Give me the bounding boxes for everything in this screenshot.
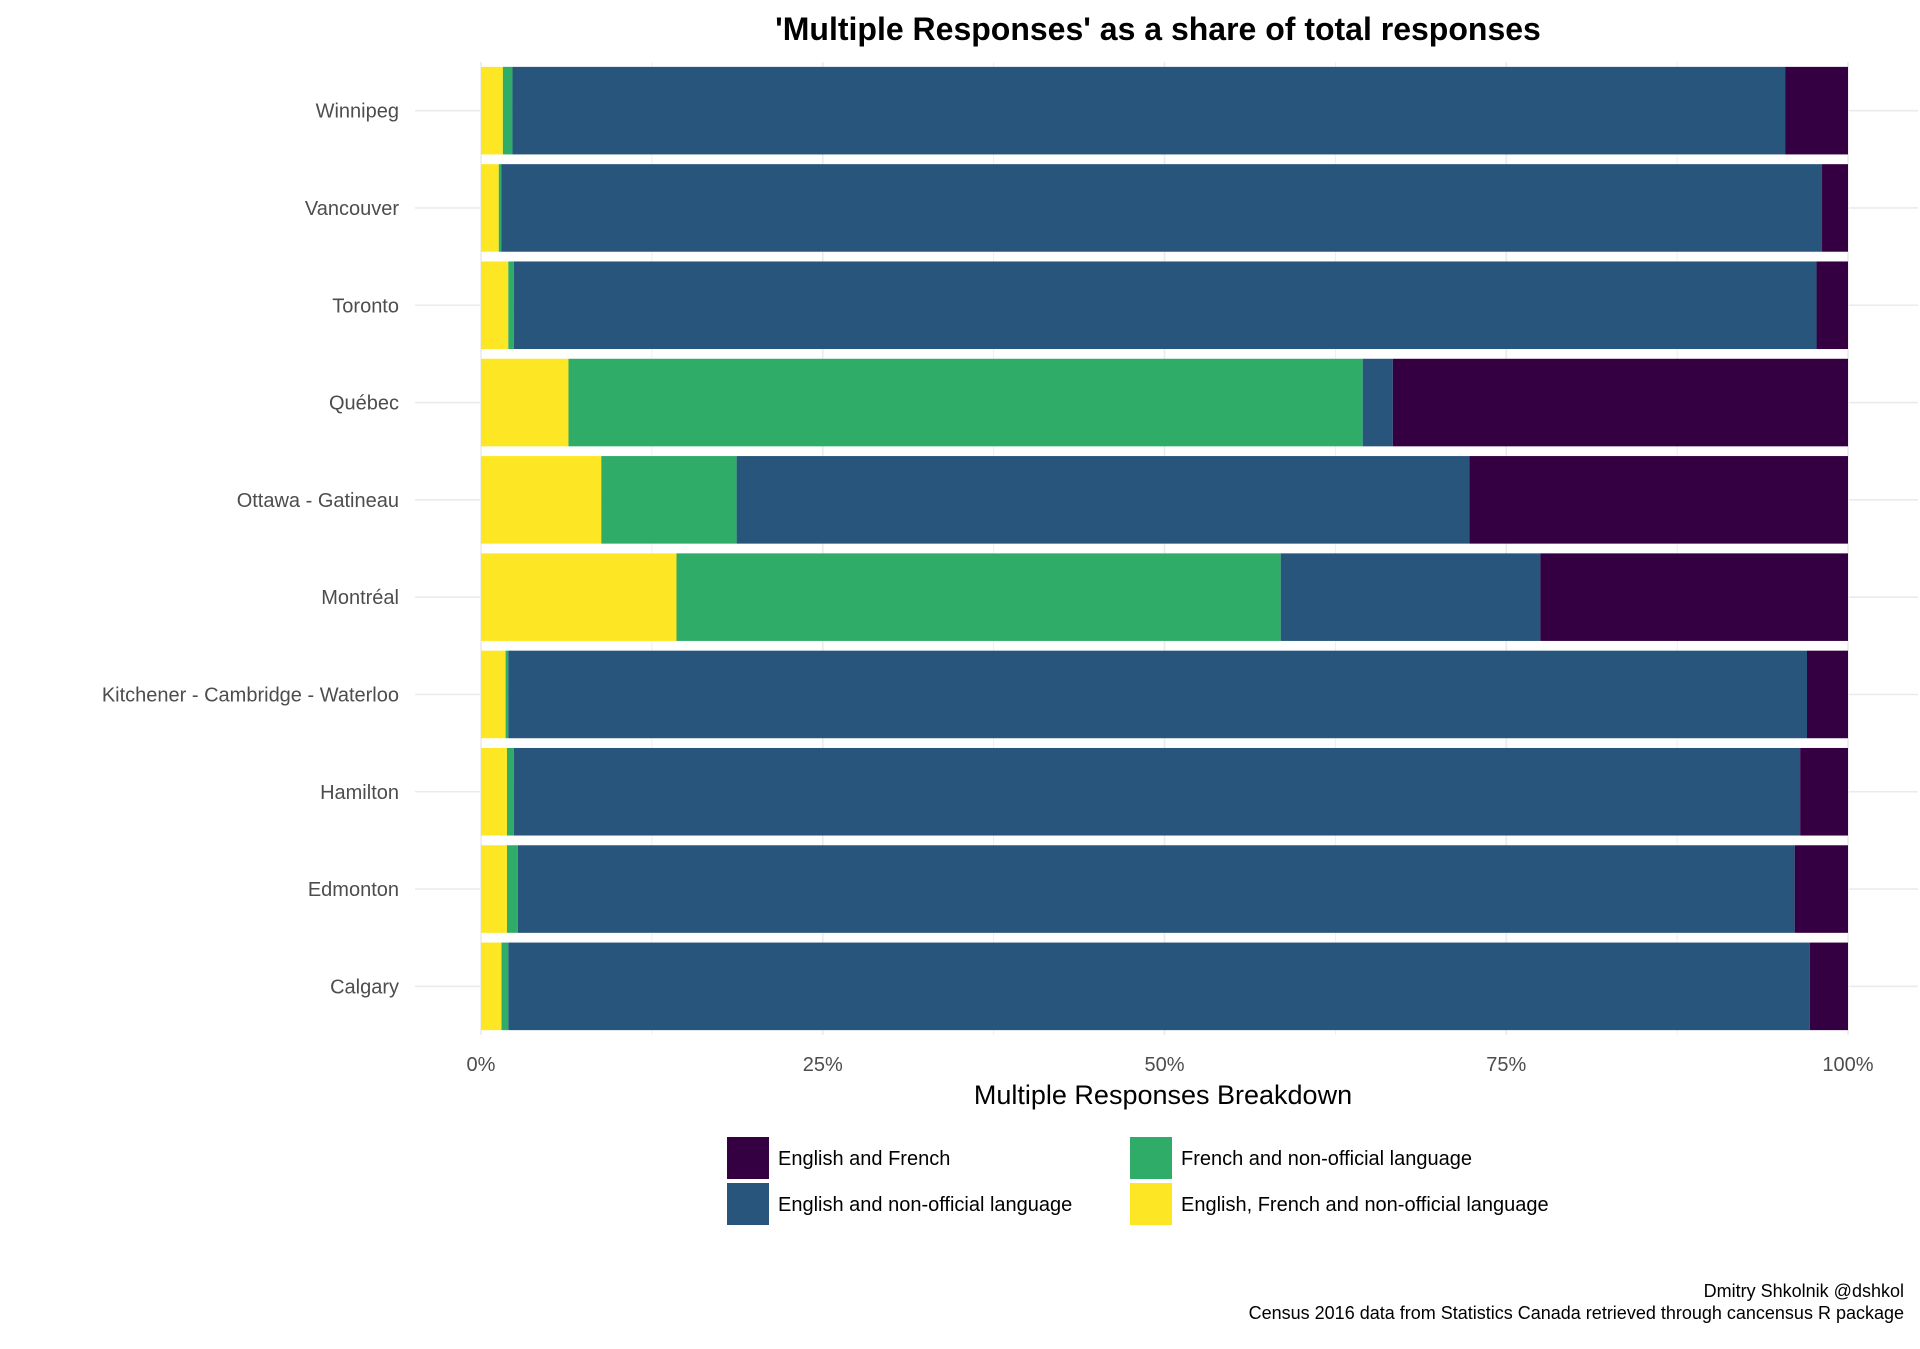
x-tick-label: 100%: [1822, 1054, 1873, 1076]
bar-qu-bec-english-and-french: [1392, 358, 1848, 447]
bars-layer: [481, 66, 1848, 1031]
bar-winnipeg-english-and-french: [1785, 66, 1848, 155]
bar-winnipeg-french-and-non-official-language: [502, 66, 513, 155]
y-tick-label-ottawa-gatineau: Ottawa - Gatineau: [237, 490, 399, 512]
bar-toronto-french-and-non-official-language: [508, 261, 514, 350]
bar-ottawa-gatineau-english-and-french: [1469, 456, 1848, 544]
y-tick-label-winnipeg: Winnipeg: [316, 101, 399, 123]
legend-swatch: [1130, 1183, 1172, 1225]
bar-ottawa-gatineau-english-and-non-official-language: [736, 456, 1470, 544]
bar-calgary-english-and-french: [1809, 942, 1848, 1031]
bar-vancouver-english-french-and-non-official-language: [481, 164, 499, 252]
caption-source: Census 2016 data from Statistics Canada …: [1248, 1303, 1904, 1323]
bar-kitchener-cambridge-waterloo-french-and-non-official-language: [505, 650, 509, 739]
x-tick-label: 25%: [803, 1054, 843, 1076]
bar-vancouver-french-and-non-official-language: [498, 164, 502, 252]
bar-montr-al-english-and-non-official-language: [1280, 553, 1541, 641]
y-tick-label-calgary: Calgary: [330, 976, 399, 998]
x-axis-tick-labels: 0% 25% 50% 75% 100%: [467, 1054, 1874, 1076]
caption-author: Dmitry Shkolnik @dshkol: [1703, 1281, 1904, 1301]
chart-title: 'Multiple Responses' as a share of total…: [775, 11, 1541, 47]
bar-hamilton-english-french-and-non-official-language: [481, 747, 507, 836]
bar-winnipeg-english-and-non-official-language: [512, 66, 1786, 155]
bar-calgary-french-and-non-official-language: [501, 942, 509, 1031]
bar-montr-al-english-and-french: [1540, 553, 1848, 641]
x-axis-title: Multiple Responses Breakdown: [974, 1080, 1352, 1110]
bar-toronto-english-french-and-non-official-language: [481, 261, 509, 350]
legend-label: English and French: [778, 1148, 950, 1170]
legend-item-english-and-french: English and French: [727, 1137, 950, 1179]
legend-item-french-and-non-official-language: French and non-official language: [1130, 1137, 1472, 1179]
bar-calgary-english-and-non-official-language: [508, 942, 1810, 1031]
y-tick-label-montr-al: Montréal: [321, 587, 399, 609]
legend-item-english-and-non-official-language: English and non-official language: [727, 1183, 1072, 1225]
y-tick-label-qu-bec: Québec: [329, 393, 399, 415]
bar-kitchener-cambridge-waterloo-english-and-french: [1806, 650, 1848, 739]
legend-swatch: [727, 1183, 769, 1225]
x-tick-label: 75%: [1486, 1054, 1526, 1076]
bar-edmonton-english-french-and-non-official-language: [481, 845, 507, 933]
y-axis-labels: Winnipeg Vancouver Toronto Québec Ottawa - G…: [102, 101, 399, 999]
bar-montr-al-english-french-and-non-official-language: [481, 553, 677, 641]
bar-qu-bec-english-french-and-non-official-language: [481, 358, 569, 447]
bar-vancouver-english-and-french: [1822, 164, 1848, 252]
y-tick-label-kitchener-cambridge-waterloo: Kitchener - Cambridge - Waterloo: [102, 684, 399, 706]
bar-edmonton-english-and-french: [1794, 845, 1848, 933]
bar-kitchener-cambridge-waterloo-english-and-non-official-language: [508, 650, 1807, 739]
bar-vancouver-english-and-non-official-language: [501, 164, 1823, 252]
bar-hamilton-english-and-non-official-language: [513, 747, 1801, 836]
bar-qu-bec-english-and-non-official-language: [1362, 358, 1393, 447]
y-tick-label-toronto: Toronto: [332, 295, 399, 317]
bar-edmonton-french-and-non-official-language: [506, 845, 518, 933]
bar-ottawa-gatineau-french-and-non-official-language: [601, 456, 737, 544]
bar-kitchener-cambridge-waterloo-english-french-and-non-official-language: [481, 650, 506, 739]
legend-label: French and non-official language: [1181, 1148, 1472, 1170]
legend-label: English, French and non-official languag…: [1181, 1194, 1549, 1216]
y-tick-label-vancouver: Vancouver: [305, 198, 399, 220]
bar-toronto-english-and-non-official-language: [513, 261, 1817, 350]
bar-winnipeg-english-french-and-non-official-language: [481, 66, 503, 155]
bar-qu-bec-french-and-non-official-language: [568, 358, 1363, 447]
y-tick-label-hamilton: Hamilton: [320, 782, 399, 804]
legend-label: English and non-official language: [778, 1194, 1072, 1216]
bar-toronto-english-and-french: [1816, 261, 1848, 350]
bar-hamilton-french-and-non-official-language: [506, 747, 514, 836]
bar-montr-al-french-and-non-official-language: [676, 553, 1281, 641]
legend-item-english-french-and-non-official-language: English, French and non-official languag…: [1130, 1183, 1549, 1225]
legend-swatch: [727, 1137, 769, 1179]
bar-hamilton-english-and-french: [1800, 747, 1848, 836]
bar-calgary-english-french-and-non-official-language: [481, 942, 502, 1031]
legend: English and French French and non-officia…: [727, 1137, 1549, 1225]
bar-ottawa-gatineau-english-french-and-non-official-language: [481, 456, 602, 544]
bar-edmonton-english-and-non-official-language: [517, 845, 1795, 933]
y-tick-label-edmonton: Edmonton: [308, 879, 399, 901]
legend-swatch: [1130, 1137, 1172, 1179]
caption: Dmitry Shkolnik @dshkol Census 2016 data…: [1249, 1280, 1904, 1324]
x-tick-label: 0%: [467, 1054, 496, 1076]
x-tick-label: 50%: [1144, 1054, 1184, 1076]
